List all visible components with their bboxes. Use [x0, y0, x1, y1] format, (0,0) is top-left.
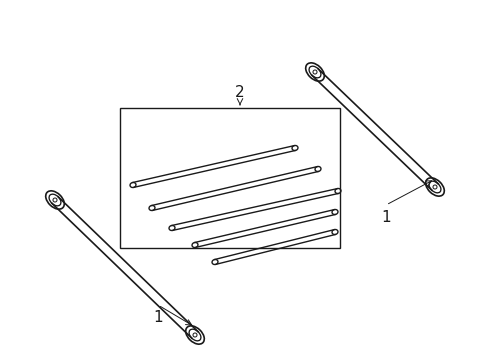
Ellipse shape	[45, 191, 64, 209]
Bar	[120, 108, 339, 248]
Text: 2: 2	[235, 85, 244, 100]
Text: 1: 1	[153, 310, 163, 325]
Text: 1: 1	[381, 210, 390, 225]
Ellipse shape	[305, 63, 324, 81]
Ellipse shape	[425, 178, 444, 196]
Ellipse shape	[185, 326, 204, 344]
